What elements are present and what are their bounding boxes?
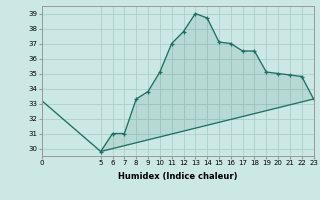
Polygon shape: [42, 14, 314, 152]
X-axis label: Humidex (Indice chaleur): Humidex (Indice chaleur): [118, 172, 237, 181]
